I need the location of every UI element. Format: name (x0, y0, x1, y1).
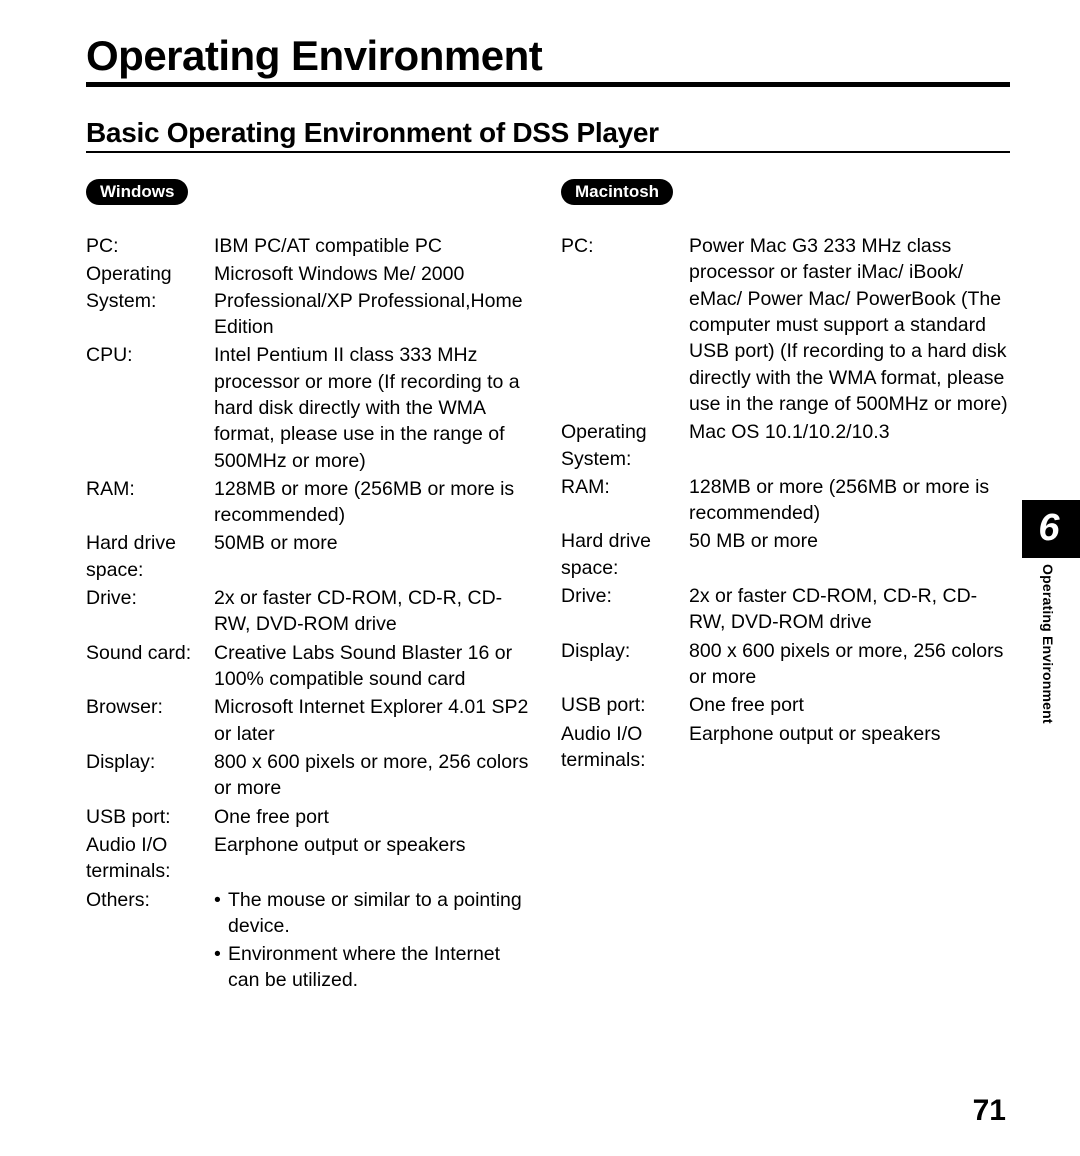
spec-label: Operating System: (86, 261, 214, 340)
page-number: 71 (973, 1094, 1006, 1128)
columns-container: Windows PC:IBM PC/AT compatible PCOperat… (86, 179, 1010, 998)
spec-label: CPU: (86, 342, 214, 474)
spec-value: Intel Pentium II class 333 MHz processor… (214, 342, 535, 474)
bullet-dot: • (214, 941, 228, 994)
macintosh-column: Macintosh PC:Power Mac G3 233 MHz class … (561, 179, 1010, 998)
spec-value: 50 MB or more (689, 528, 1010, 581)
spec-row: USB port:One free port (86, 804, 535, 830)
spec-label: Others: (86, 887, 214, 996)
spec-label: RAM: (86, 476, 214, 529)
windows-pill: Windows (86, 179, 188, 205)
spec-label: Browser: (86, 694, 214, 747)
spec-label: Display: (561, 638, 689, 691)
spec-value: One free port (689, 692, 1010, 718)
side-tab: 6 Operating Environment (1022, 500, 1080, 724)
spec-row: CPU:Intel Pentium II class 333 MHz proce… (86, 342, 535, 474)
spec-value: Power Mac G3 233 MHz class processor or … (689, 233, 1010, 417)
spec-value: Mac OS 10.1/10.2/10.3 (689, 419, 1010, 472)
spec-row: Operating System:Microsoft Windows Me/ 2… (86, 261, 535, 340)
windows-column: Windows PC:IBM PC/AT compatible PCOperat… (86, 179, 535, 998)
title-rule (86, 82, 1010, 87)
spec-value: Earphone output or speakers (689, 721, 1010, 774)
spec-label: PC: (86, 233, 214, 259)
spec-row: Sound card:Creative Labs Sound Blaster 1… (86, 640, 535, 693)
bullet-dot: • (214, 887, 228, 940)
spec-label: USB port: (561, 692, 689, 718)
spec-value: •The mouse or similar to a pointing devi… (214, 887, 535, 996)
spec-row: Drive:2x or faster CD-ROM, CD-R, CD-RW, … (561, 583, 1010, 636)
spec-value: Microsoft Internet Explorer 4.01 SP2 or … (214, 694, 535, 747)
bullet-text: The mouse or similar to a pointing devic… (228, 887, 535, 940)
spec-value: 128MB or more (256MB or more is recommen… (214, 476, 535, 529)
spec-label: Sound card: (86, 640, 214, 693)
sub-title-rule (86, 151, 1010, 153)
spec-row: Hard drive space:50 MB or more (561, 528, 1010, 581)
spec-row: Browser:Microsoft Internet Explorer 4.01… (86, 694, 535, 747)
spec-row: Operating System:Mac OS 10.1/10.2/10.3 (561, 419, 1010, 472)
spec-label: Drive: (561, 583, 689, 636)
side-label: Operating Environment (1040, 564, 1056, 724)
spec-value: Microsoft Windows Me/ 2000 Professional/… (214, 261, 535, 340)
spec-value: 2x or faster CD-ROM, CD-R, CD-RW, DVD-RO… (689, 583, 1010, 636)
spec-row: Audio I/O terminals:Earphone output or s… (561, 721, 1010, 774)
main-title: Operating Environment (86, 32, 1010, 80)
windows-others-row: Others: •The mouse or similar to a point… (86, 887, 535, 996)
spec-label: Hard drive space: (86, 530, 214, 583)
spec-label: Drive: (86, 585, 214, 638)
spec-row: PC:IBM PC/AT compatible PC (86, 233, 535, 259)
spec-value: Earphone output or speakers (214, 832, 535, 885)
spec-label: PC: (561, 233, 689, 417)
spec-value: 128MB or more (256MB or more is recommen… (689, 474, 1010, 527)
spec-label: Display: (86, 749, 214, 802)
spec-value: IBM PC/AT compatible PC (214, 233, 535, 259)
spec-value: 50MB or more (214, 530, 535, 583)
bullet-line: •The mouse or similar to a pointing devi… (214, 887, 535, 940)
spec-value: 800 x 600 pixels or more, 256 colors or … (214, 749, 535, 802)
macintosh-specs: PC:Power Mac G3 233 MHz class processor … (561, 233, 1010, 773)
windows-specs: PC:IBM PC/AT compatible PCOperating Syst… (86, 233, 535, 885)
bullet-text: Environment where the Internet can be ut… (228, 941, 535, 994)
sub-title: Basic Operating Environment of DSS Playe… (86, 117, 1010, 149)
spec-row: Display:800 x 600 pixels or more, 256 co… (561, 638, 1010, 691)
spec-row: Display:800 x 600 pixels or more, 256 co… (86, 749, 535, 802)
spec-value: 2x or faster CD-ROM, CD-R, CD-RW, DVD-RO… (214, 585, 535, 638)
bullet-line: •Environment where the Internet can be u… (214, 941, 535, 994)
spec-row: RAM:128MB or more (256MB or more is reco… (86, 476, 535, 529)
spec-row: USB port:One free port (561, 692, 1010, 718)
spec-label: Audio I/O terminals: (561, 721, 689, 774)
spec-value: Creative Labs Sound Blaster 16 or 100% c… (214, 640, 535, 693)
spec-row: RAM:128MB or more (256MB or more is reco… (561, 474, 1010, 527)
spec-label: Hard drive space: (561, 528, 689, 581)
page-content: Operating Environment Basic Operating En… (0, 0, 1080, 1018)
spec-label: Audio I/O terminals: (86, 832, 214, 885)
spec-value: 800 x 600 pixels or more, 256 colors or … (689, 638, 1010, 691)
macintosh-pill: Macintosh (561, 179, 673, 205)
chapter-number: 6 (1022, 500, 1080, 558)
spec-row: Audio I/O terminals:Earphone output or s… (86, 832, 535, 885)
spec-row: Drive:2x or faster CD-ROM, CD-R, CD-RW, … (86, 585, 535, 638)
spec-label: Operating System: (561, 419, 689, 472)
spec-row: Hard drive space:50MB or more (86, 530, 535, 583)
spec-value: One free port (214, 804, 535, 830)
spec-label: USB port: (86, 804, 214, 830)
spec-label: RAM: (561, 474, 689, 527)
spec-row: PC:Power Mac G3 233 MHz class processor … (561, 233, 1010, 417)
